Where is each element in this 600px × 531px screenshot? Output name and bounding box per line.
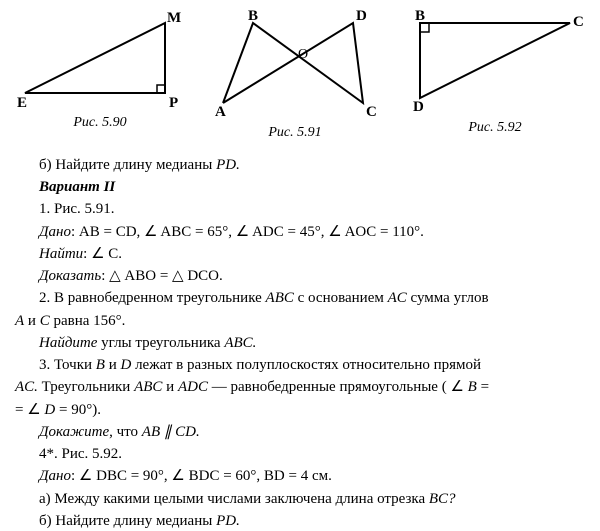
line-p2a: 2. В равнобедренном треугольнике ABC с о… — [15, 288, 585, 308]
triangle-590: M E P — [15, 8, 185, 108]
figure-591: A B O C D Рис. 5.91 — [208, 8, 383, 143]
line-p3c: = ∠ D = 90°). — [15, 400, 585, 420]
variant-heading: Вариант II — [15, 177, 585, 197]
line-naidite: Найдите углы треугольника ABC. — [15, 333, 585, 353]
line-dano2: Дано: ∠ DBC = 90°, ∠ BDC = 60°, BD = 4 с… — [15, 466, 585, 486]
line-dokazat1: Доказать: △ ABO = △ DCO. — [15, 266, 585, 286]
label-D2: D — [413, 99, 424, 113]
line-p1: 1. Рис. 5.91. — [15, 199, 585, 219]
figures-row: M E P Рис. 5.90 A B O C D Рис. 5.91 B C … — [15, 8, 585, 143]
label-O: O — [298, 47, 308, 62]
line-b: б) Найдите длину медианы PD. — [15, 155, 585, 175]
line-p3a: 3. Точки B и D лежат в разных полуплоско… — [15, 355, 585, 375]
caption-592: Рис. 5.92 — [468, 119, 521, 138]
label-B: B — [248, 8, 258, 24]
triangle-592: B C D — [405, 8, 585, 113]
label-A: A — [215, 104, 226, 118]
line-p4: 4*. Рис. 5.92. — [15, 444, 585, 464]
caption-590: Рис. 5.90 — [73, 114, 126, 133]
label-D: D — [356, 8, 367, 24]
figure-590: M E P Рис. 5.90 — [15, 8, 185, 133]
label-C: C — [366, 104, 377, 118]
figure-592: B C D Рис. 5.92 — [405, 8, 585, 138]
caption-591: Рис. 5.91 — [268, 124, 321, 143]
diagram-591: A B O C D — [208, 8, 383, 118]
label-M: M — [167, 10, 181, 26]
label-B2: B — [415, 8, 425, 24]
label-P: P — [169, 95, 178, 108]
problem-text: б) Найдите длину медианы PD. Вариант II … — [15, 155, 585, 531]
line-p2b: A и C равна 156°. — [15, 311, 585, 331]
line-naiti1: Найти: ∠ C. — [15, 244, 585, 264]
line-p3b: AC. Треугольники ABC и ADC — равнобедрен… — [15, 377, 585, 397]
line-qa: а) Между какими целыми числами заключена… — [15, 489, 585, 509]
label-C2: C — [573, 14, 584, 30]
line-dokazhite: Докажите, что AB ∥ CD. — [15, 422, 585, 442]
line-dano1: Дано: AB = CD, ∠ ABC = 65°, ∠ ADC = 45°,… — [15, 222, 585, 242]
label-E: E — [17, 95, 27, 108]
